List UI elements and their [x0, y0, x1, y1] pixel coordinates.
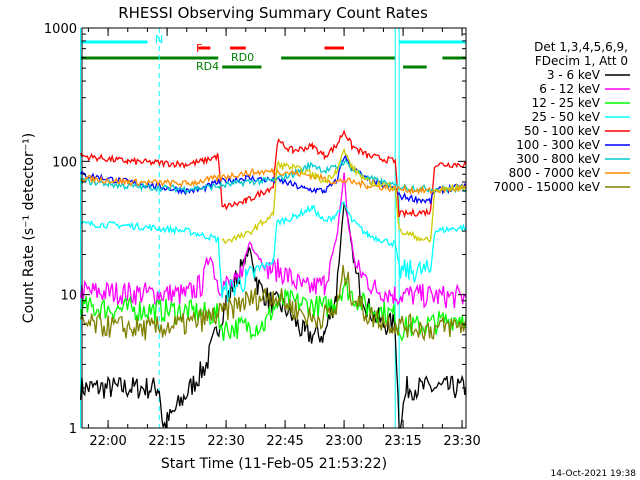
- flag-label-rd0: RD0: [231, 51, 254, 64]
- x-tick-label-1: 22:15: [148, 434, 185, 449]
- legend-label-4: 50 - 100 keV: [524, 124, 601, 138]
- series-line-4: [79, 129, 467, 219]
- legend-label-7: 800 - 7000 keV: [509, 166, 601, 180]
- data-series: [79, 129, 467, 429]
- y-tick-label-0: 1: [69, 422, 77, 437]
- y-axis-label: Count Rate (s⁻¹ detector⁻¹): [21, 133, 37, 323]
- footer-date: 14-Oct-2021 19:38: [551, 469, 637, 479]
- y-axis: 1 10 100 1000: [44, 22, 466, 437]
- chart-title: RHESSI Observing Summary Count Rates: [118, 4, 428, 22]
- legend-label-6: 300 - 800 keV: [516, 152, 600, 166]
- flag-label-f: F: [196, 42, 202, 55]
- y-tick-label-3: 1000: [44, 22, 77, 37]
- legend-label-1: 6 - 12 keV: [539, 82, 601, 96]
- series-line-7: [80, 167, 467, 196]
- legend-label-0: 3 - 6 keV: [547, 68, 601, 82]
- x-axis: 22:00 22:15 22:30 22:45 23:00 23:15 23:30: [87, 28, 481, 449]
- series-line-6: [79, 158, 467, 194]
- series-line-9: [221, 147, 467, 244]
- legend-title-line-1: Det 1,3,4,5,6,9,: [534, 40, 628, 54]
- x-tick-label-2: 22:30: [207, 434, 244, 449]
- flag-label-n: N: [155, 33, 163, 46]
- x-tick-label-5: 23:15: [384, 434, 421, 449]
- legend-label-8: 7000 - 15000 keV: [493, 180, 600, 194]
- legend-label-3: 25 - 50 keV: [532, 110, 601, 124]
- series-line-1: [79, 172, 467, 309]
- x-tick-label-0: 22:00: [89, 434, 126, 449]
- series-line-3: [80, 201, 467, 303]
- legend-title-line-2: FDecim 1, Att 0: [535, 54, 628, 68]
- y-tick-label-2: 100: [52, 155, 77, 170]
- series-line-2: [79, 277, 467, 342]
- flag-bars: [80, 40, 466, 69]
- series-line-8: [79, 265, 467, 342]
- x-tick-label-4: 23:00: [325, 434, 362, 449]
- x-tick-label-6: 23:30: [443, 434, 480, 449]
- x-tick-label-3: 22:45: [266, 434, 303, 449]
- flag-label-rd4: RD4: [196, 60, 219, 73]
- y-tick-label-1: 10: [60, 289, 77, 304]
- x-axis-label: Start Time (11-Feb-05 21:53:22): [161, 456, 387, 472]
- plot-frame: [81, 27, 467, 429]
- legend-label-5: 100 - 300 keV: [516, 138, 600, 152]
- legend-label-2: 12 - 25 keV: [532, 96, 601, 110]
